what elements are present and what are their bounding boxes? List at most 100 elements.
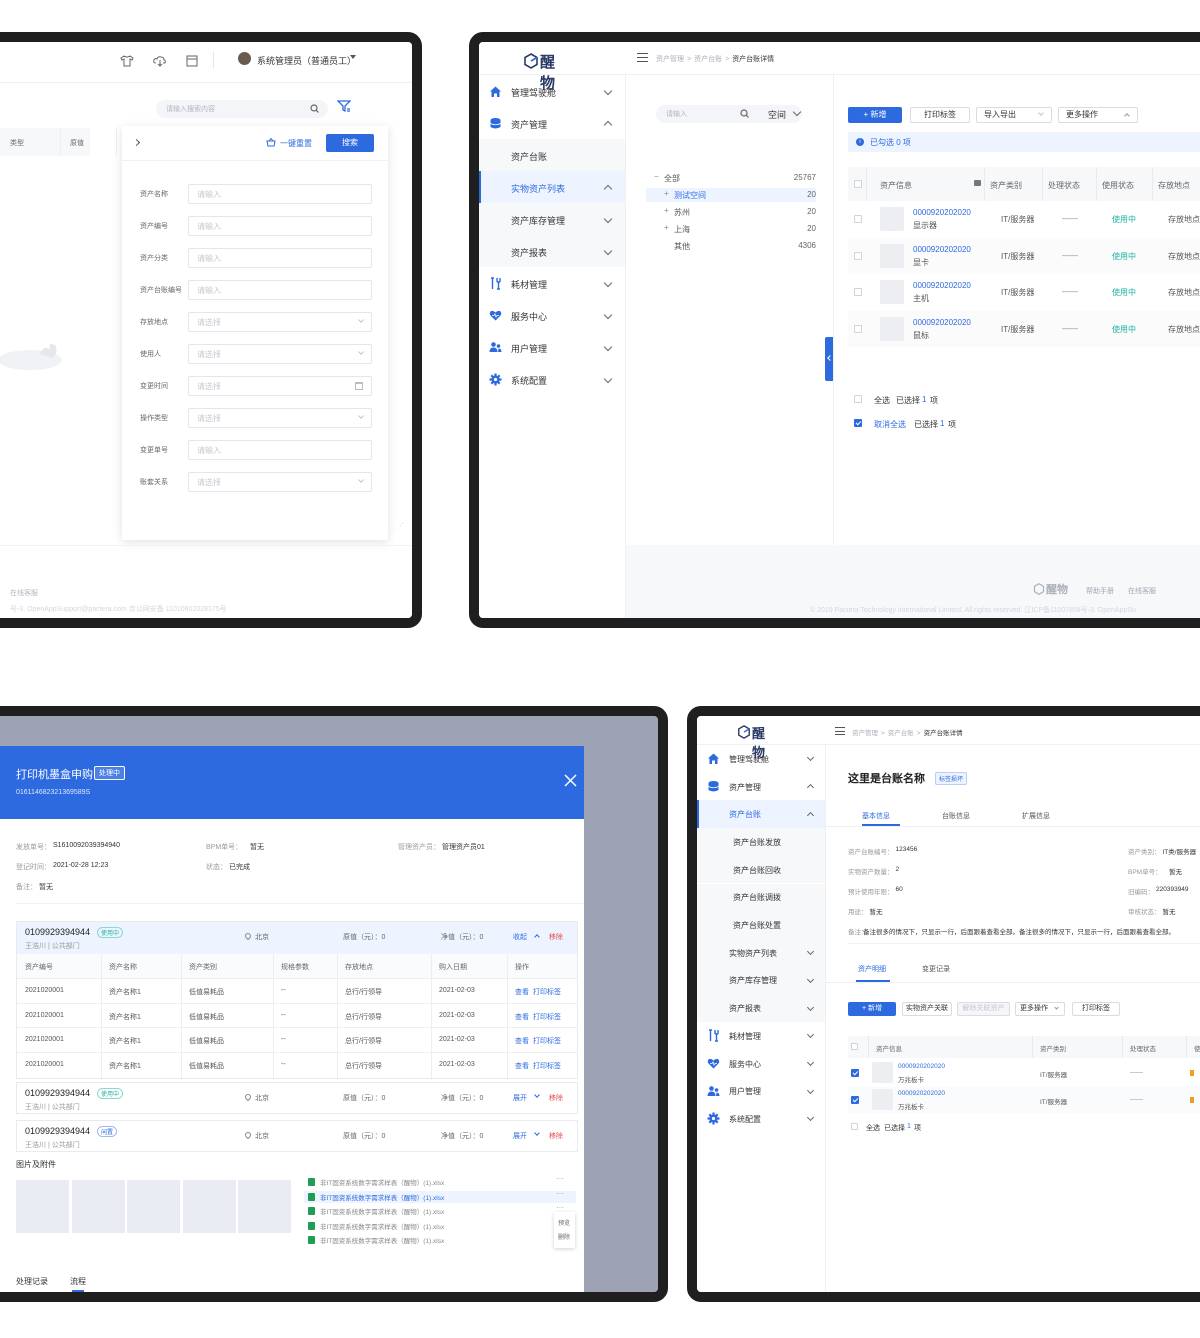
sidebar-item[interactable]: 服务中心 bbox=[479, 299, 625, 331]
view-link[interactable]: 查看 bbox=[515, 1062, 529, 1070]
sidebar-item[interactable]: 资产台账回收 bbox=[697, 855, 825, 884]
select-all-checkbox[interactable] bbox=[854, 395, 862, 403]
row-checkbox[interactable] bbox=[854, 251, 862, 260]
add-button[interactable]: + 新增 bbox=[848, 107, 902, 123]
breadcrumb-item[interactable]: 资产管理 bbox=[656, 56, 684, 63]
tab-flow[interactable]: 流程 bbox=[70, 1277, 86, 1286]
sidebar-item[interactable]: 资产库存管理 bbox=[697, 966, 825, 995]
tab-records[interactable]: 处理记录 bbox=[16, 1277, 48, 1286]
chevron-down-icon[interactable] bbox=[792, 107, 802, 117]
sidebar-item[interactable]: 耗材管理 bbox=[697, 1022, 825, 1050]
select-field[interactable]: 请选择 bbox=[188, 344, 372, 364]
sidebar-item[interactable]: 用户管理 bbox=[479, 331, 625, 363]
text-field[interactable]: 请输入 bbox=[188, 184, 372, 204]
breadcrumb-item[interactable]: 资产台账详情 bbox=[923, 730, 963, 737]
more-actions-button[interactable]: 更多操作 bbox=[1015, 1002, 1065, 1016]
tree-toggle-icon[interactable]: + bbox=[664, 223, 669, 232]
sidebar-item[interactable]: 服务中心 bbox=[697, 1050, 825, 1078]
image-thumbnail[interactable] bbox=[182, 1180, 236, 1233]
breadcrumb-item[interactable]: 资产台账详情 bbox=[732, 56, 775, 63]
file-item[interactable]: 非IT固资系统数字需求样表（醒物）(1).xlsx··· bbox=[304, 1232, 576, 1246]
tree-toggle-icon[interactable]: − bbox=[654, 172, 659, 181]
select-field[interactable]: 请选择 bbox=[188, 312, 372, 332]
sidebar-item[interactable]: 资产管理 bbox=[479, 107, 625, 139]
tab-item[interactable]: 台账信息 bbox=[942, 813, 970, 820]
chevron-down-icon[interactable] bbox=[350, 55, 356, 59]
header-checkbox[interactable] bbox=[851, 1043, 858, 1050]
remove-link[interactable]: 移除 bbox=[549, 934, 563, 941]
file-item[interactable]: 非IT固资系统数字需求样表（醒物）(1).xlsx··· bbox=[304, 1203, 576, 1217]
print-label-button[interactable]: 打印标签 bbox=[1072, 1002, 1120, 1016]
chevron-down-icon[interactable] bbox=[603, 246, 613, 255]
row-checkbox[interactable] bbox=[854, 215, 862, 223]
toggle-link[interactable]: 收起 bbox=[513, 934, 527, 941]
row-checkbox[interactable] bbox=[854, 324, 862, 333]
view-link[interactable]: 查看 bbox=[515, 1038, 529, 1045]
sub-tab-item[interactable]: 变更记录 bbox=[922, 966, 950, 973]
select-field[interactable]: 请选择 bbox=[188, 472, 372, 492]
sub-tab-item[interactable]: 资产明细 bbox=[858, 966, 886, 973]
sidebar-item[interactable]: 系统配置 bbox=[479, 363, 625, 395]
tree-toggle-icon[interactable]: + bbox=[664, 189, 669, 198]
tree-node[interactable]: 其他 4306 bbox=[646, 239, 816, 253]
breadcrumb-item[interactable]: 资产台账 bbox=[694, 56, 723, 63]
footer-service[interactable]: 在线客服 bbox=[10, 590, 38, 597]
print-label-link[interactable]: 打印标签 bbox=[533, 1013, 561, 1021]
text-field[interactable]: 请输入 bbox=[188, 440, 372, 460]
asset-code-link[interactable]: 0000920202020 bbox=[898, 1063, 945, 1070]
chevron-down-icon[interactable] bbox=[806, 975, 815, 983]
chevron-up-icon[interactable] bbox=[603, 184, 613, 193]
text-field[interactable]: 请输入 bbox=[188, 248, 372, 268]
search-icon[interactable] bbox=[310, 104, 319, 113]
chevron-down-icon[interactable] bbox=[806, 948, 815, 956]
chevron-up-icon[interactable] bbox=[806, 811, 815, 819]
link-asset-button[interactable]: 实物资产关联 bbox=[902, 1002, 952, 1016]
chevron-up-icon[interactable] bbox=[806, 783, 815, 792]
asset-code-link[interactable]: 0000920202020 bbox=[913, 317, 971, 327]
select-all-label[interactable]: 全选 bbox=[866, 1125, 880, 1132]
sidebar-item[interactable]: 资产管理 bbox=[697, 773, 825, 801]
sidebar-item[interactable]: 管理驾驶舱 bbox=[697, 745, 825, 773]
chevron-up-icon[interactable] bbox=[603, 120, 613, 129]
sidebar-item[interactable]: 用户管理 bbox=[697, 1077, 825, 1105]
chevron-down-icon[interactable] bbox=[603, 214, 613, 223]
chevron-down-icon[interactable] bbox=[806, 1086, 815, 1094]
view-link[interactable]: 查看 bbox=[515, 989, 529, 996]
toggle-link[interactable]: 展开 bbox=[513, 1133, 527, 1140]
sidebar-item[interactable]: 资产台账 bbox=[697, 800, 825, 829]
search-button[interactable]: 搜索 bbox=[326, 134, 374, 152]
file-item[interactable]: 非IT固资系统数字需求样表（醒物）(1).xlsx··· bbox=[304, 1218, 576, 1232]
filter-icon[interactable] bbox=[336, 99, 352, 113]
chevron-down-icon[interactable] bbox=[806, 754, 815, 762]
sidebar-item[interactable]: 资产报表 bbox=[479, 235, 625, 267]
print-label-link[interactable]: 打印标签 bbox=[533, 989, 561, 996]
file-item[interactable]: 非IT固资系统数字需求样表（醒物）(1).xlsx··· bbox=[304, 1188, 576, 1203]
tree-node[interactable]: + 上海 20 bbox=[646, 222, 816, 236]
basket-icon[interactable] bbox=[266, 138, 276, 147]
avatar[interactable] bbox=[238, 52, 251, 65]
select-all-label[interactable]: 全选 bbox=[874, 396, 890, 405]
sidebar-item[interactable]: 耗材管理 bbox=[479, 267, 625, 299]
print-label-link[interactable]: 打印标签 bbox=[533, 1038, 561, 1045]
sidebar-item[interactable]: 资产库存管理 bbox=[479, 203, 625, 235]
sidebar-item[interactable]: 实物资产列表 bbox=[697, 938, 825, 967]
header-checkbox[interactable] bbox=[854, 180, 862, 188]
sidebar-item[interactable]: 资产台账调拨 bbox=[697, 883, 825, 912]
chevron-down-icon[interactable] bbox=[806, 1003, 815, 1011]
menu-icon[interactable] bbox=[637, 53, 648, 62]
asset-code-link[interactable]: 0000920202020 bbox=[913, 208, 971, 217]
tree-node[interactable]: + 苏州 20 bbox=[646, 205, 816, 219]
select-field[interactable]: 请选择 bbox=[188, 408, 372, 428]
space-select[interactable]: 空间 bbox=[768, 110, 787, 120]
row-checkbox[interactable] bbox=[851, 1096, 859, 1104]
date-field[interactable]: 请选择 bbox=[188, 376, 372, 396]
sidebar-item[interactable]: 资产台账 bbox=[479, 139, 625, 171]
chevron-down-icon[interactable] bbox=[806, 1031, 815, 1039]
preview-menu-item[interactable]: 预览 bbox=[558, 1221, 571, 1227]
print-label-button[interactable]: 打印标签 bbox=[910, 107, 970, 123]
chevron-down-icon[interactable] bbox=[534, 1092, 540, 1098]
resize-handle-icon[interactable]: ⋰ bbox=[397, 523, 404, 530]
more-icon[interactable]: ··· bbox=[556, 1188, 564, 1198]
more-actions-button[interactable]: 更多操作 bbox=[1058, 107, 1138, 123]
sidebar-item[interactable]: 系统配置 bbox=[697, 1105, 825, 1133]
